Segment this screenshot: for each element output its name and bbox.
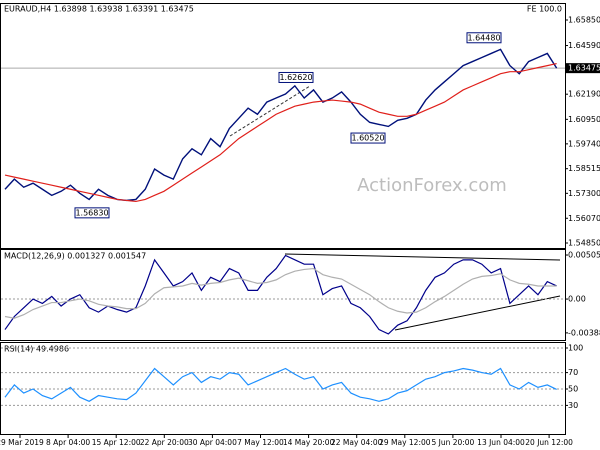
x-tick-label: 5 Jun 20:00: [431, 438, 474, 447]
x-tick-label: 13 Jun 04:00: [477, 438, 525, 447]
x-tick-label: 7 May 12:00: [237, 438, 284, 447]
annotation-box: [350, 132, 386, 144]
rsi-title: RSI(14) 49.4986: [4, 345, 69, 354]
x-tick-label: 15 Apr 12:00: [92, 438, 141, 447]
x-tick-label: 29 Mar 2019: [0, 438, 44, 447]
macd-panel: [0, 249, 566, 341]
x-tick-label: 14 May 20:00: [283, 438, 335, 447]
price-panel: [0, 3, 566, 249]
y-tick-label: 1.62190: [568, 90, 600, 99]
y-tick-label: 1.60950: [568, 115, 600, 124]
series-line: [4, 367, 557, 402]
y-tick-label: 0.00: [568, 295, 586, 304]
x-tick-label: 22 May 04:00: [331, 438, 383, 447]
y-tick-label: 1.58515: [568, 164, 600, 173]
annotation-label: 1.62620: [279, 73, 312, 82]
y-tick-label: 1.65850: [568, 15, 600, 24]
current-price-label: 1.63475: [568, 64, 600, 73]
fe-label: FE 100.0: [527, 5, 562, 14]
trend-line: [229, 85, 311, 137]
trend-line: [394, 295, 561, 331]
y-tick-label: 1.64590: [568, 41, 600, 50]
y-tick-label: 50: [568, 385, 578, 394]
annotation-label: 1.60520: [351, 134, 384, 143]
current-price-box: [566, 63, 600, 74]
y-tick-label: 0.005054: [568, 251, 600, 260]
header: EURAUD,H4 1.63898 1.63938 1.63391 1.6347…: [4, 5, 194, 14]
x-tick-label: 8 Apr 04:00: [46, 438, 90, 447]
series-line: [4, 62, 557, 203]
x-tick-label: 20 Jun 12:00: [525, 438, 573, 447]
series-line: [4, 267, 557, 319]
annotation-box: [278, 71, 314, 83]
y-tick-label: 100: [568, 344, 583, 353]
x-tick-label: 22 Apr 20:00: [140, 438, 189, 447]
macd-title: MACD(12,26,9) 0.001327 0.001547: [4, 252, 146, 261]
y-tick-label: 1.56070: [568, 214, 600, 223]
y-tick-label: 1.54850: [568, 238, 600, 247]
y-tick-label: 1.57300: [568, 189, 600, 198]
annotation-box: [74, 207, 110, 219]
series-line: [4, 48, 558, 202]
annotation-label: 1.64480: [467, 33, 500, 42]
y-tick-label: 30: [568, 401, 578, 410]
series-line: [4, 254, 557, 335]
x-tick-label: 30 Apr 04:00: [188, 438, 237, 447]
annotation-label: 1.56830: [75, 208, 108, 217]
watermark: ActionForex.com: [357, 175, 507, 196]
y-tick-label: 1.59740: [568, 139, 600, 148]
y-tick-label: 70: [568, 368, 578, 377]
annotation-box: [466, 32, 502, 44]
trend-line: [284, 253, 561, 261]
x-tick-label: 29 May 12:00: [379, 438, 431, 447]
y-tick-label: -0.003883: [568, 328, 600, 337]
